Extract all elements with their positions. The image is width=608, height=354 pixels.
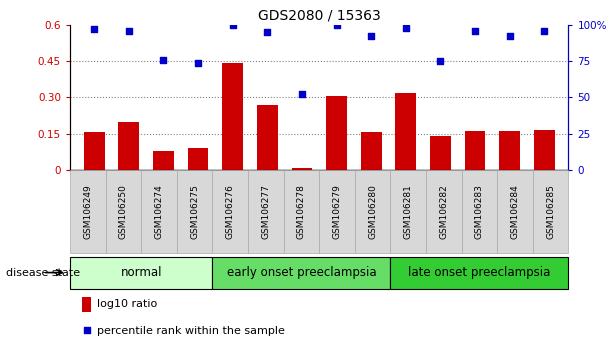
Point: [331, 22, 341, 28]
Bar: [465, 131, 485, 170]
Text: GSM106281: GSM106281: [404, 184, 413, 239]
Text: GSM106280: GSM106280: [368, 184, 377, 239]
Text: GSM106250: GSM106250: [119, 184, 128, 239]
Text: normal: normal: [120, 266, 162, 279]
Point: [81, 327, 92, 333]
Text: log10 ratio: log10 ratio: [97, 299, 157, 309]
Text: disease state: disease state: [6, 268, 80, 278]
Point: [228, 22, 238, 28]
Text: GSM106285: GSM106285: [546, 184, 555, 239]
Text: percentile rank within the sample: percentile rank within the sample: [97, 326, 285, 336]
Text: late onset preeclampsia: late onset preeclampsia: [408, 266, 551, 279]
Text: GSM106275: GSM106275: [190, 184, 199, 239]
Text: GSM106279: GSM106279: [333, 184, 342, 239]
Point: [124, 28, 134, 33]
Bar: [84, 132, 105, 170]
Point: [193, 60, 203, 65]
Bar: [257, 104, 278, 170]
Text: GSM106249: GSM106249: [83, 184, 92, 239]
Point: [89, 26, 99, 32]
Bar: [361, 132, 382, 170]
Point: [470, 28, 480, 33]
Text: GSM106278: GSM106278: [297, 184, 306, 239]
Point: [401, 25, 410, 30]
Point: [505, 34, 514, 39]
Point: [297, 92, 307, 97]
Text: GSM106282: GSM106282: [440, 184, 448, 239]
Point: [435, 58, 445, 64]
Bar: [395, 92, 416, 170]
Bar: [119, 121, 139, 170]
Title: GDS2080 / 15363: GDS2080 / 15363: [258, 8, 381, 22]
Text: GSM106277: GSM106277: [261, 184, 271, 239]
Bar: [291, 167, 313, 170]
Text: GSM106283: GSM106283: [475, 184, 484, 239]
Text: early onset preeclampsia: early onset preeclampsia: [227, 266, 376, 279]
Point: [539, 28, 549, 33]
Bar: [188, 148, 209, 170]
Point: [159, 57, 168, 62]
Point: [366, 34, 376, 39]
Point: [263, 29, 272, 35]
Text: GSM106284: GSM106284: [511, 184, 520, 239]
Bar: [153, 150, 174, 170]
Bar: [223, 63, 243, 170]
Bar: [430, 136, 451, 170]
Text: GSM106274: GSM106274: [154, 184, 164, 239]
Bar: [534, 130, 554, 170]
Bar: [499, 131, 520, 170]
Bar: [326, 96, 347, 170]
Text: GSM106276: GSM106276: [226, 184, 235, 239]
